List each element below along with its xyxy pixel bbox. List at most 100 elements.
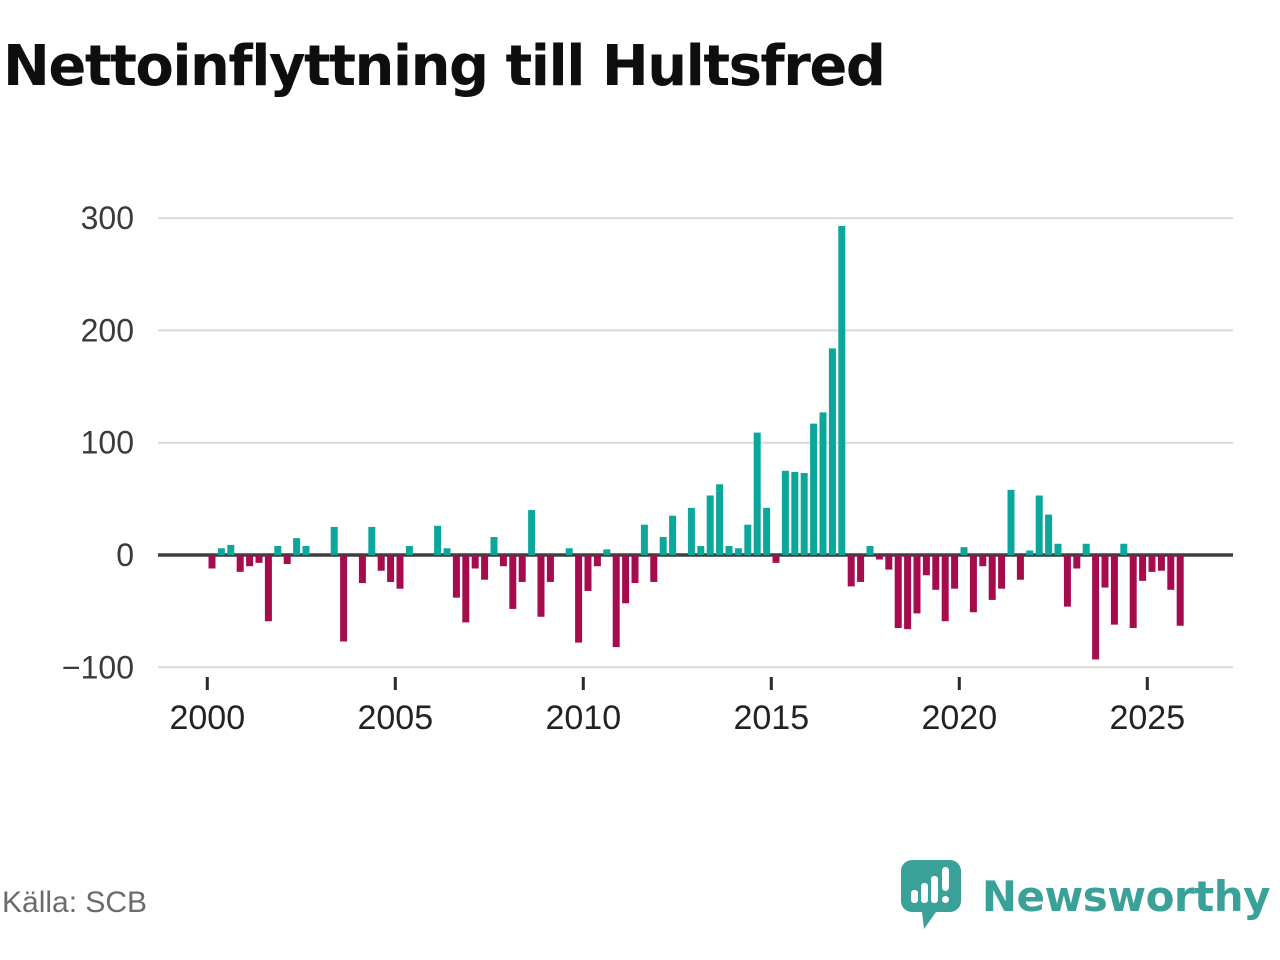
bar: [1110, 555, 1118, 625]
bar: [490, 537, 498, 555]
bar: [866, 546, 874, 555]
x-tick: [1145, 677, 1149, 690]
bar: [340, 555, 348, 642]
bar: [1157, 555, 1165, 571]
bar: [650, 555, 658, 582]
bar: [1045, 514, 1053, 555]
bar: [584, 555, 592, 591]
bar: [951, 555, 959, 589]
bar: [236, 555, 244, 572]
y-tick-label: 0: [116, 537, 134, 573]
bar: [1148, 555, 1156, 572]
bar: [603, 549, 611, 555]
bar: [274, 546, 282, 555]
bar: [227, 544, 235, 555]
bar: [828, 348, 836, 555]
bar: [443, 548, 451, 555]
x-tick-label: 2025: [1109, 699, 1185, 737]
bar: [631, 555, 639, 584]
bar: [1082, 543, 1090, 555]
bar: [904, 555, 912, 630]
bar: [960, 547, 968, 555]
bar: [452, 555, 460, 598]
bar: [208, 555, 216, 569]
x-tick-label: 2010: [545, 699, 621, 737]
brand-footer: Newsworthy: [898, 860, 1271, 932]
bar: [875, 555, 883, 560]
y-tick-label: −100: [62, 649, 134, 685]
bar: [706, 495, 714, 555]
bar: [847, 555, 855, 587]
bar: [1120, 543, 1128, 555]
bar: [744, 524, 752, 555]
bar: [800, 473, 808, 555]
bar: [838, 225, 846, 555]
bar: [810, 423, 818, 555]
bar: [1035, 495, 1043, 555]
x-tick: [205, 677, 209, 690]
bar: [1167, 555, 1175, 590]
y-tick-label: 300: [81, 200, 134, 236]
mini-bar-1: [910, 890, 918, 903]
bar: [659, 537, 667, 555]
bar: [283, 555, 291, 564]
bar: [1176, 555, 1184, 626]
bar-chart: 2000 2005 2010 2015 2020 2025 300 200 100 0 −100: [62, 200, 1233, 737]
bar: [697, 546, 705, 555]
bar: [528, 510, 536, 555]
exclamation-dot: [941, 896, 949, 903]
bar: [264, 555, 272, 622]
bar: [1063, 555, 1071, 607]
source-label: Källa: SCB: [2, 886, 148, 919]
bar: [640, 524, 648, 555]
x-tick: [957, 677, 961, 690]
bar: [368, 526, 376, 555]
bar: [725, 546, 733, 555]
bar: [565, 548, 573, 555]
bar: [462, 555, 470, 623]
bar: [1139, 555, 1147, 581]
bar: [405, 546, 413, 555]
bar: [330, 526, 338, 555]
x-tick: [581, 677, 585, 690]
brand-name: Newsworthy: [981, 871, 1271, 921]
bar: [969, 555, 977, 613]
bar: [922, 555, 930, 576]
bar: [1054, 543, 1062, 555]
y-tick-label: 200: [81, 312, 134, 348]
bar: [377, 555, 385, 571]
bar: [1129, 555, 1137, 628]
bar: [979, 555, 987, 567]
bar: [546, 555, 554, 582]
bar: [509, 555, 517, 609]
y-tick-label: 100: [81, 425, 134, 461]
bar: [246, 555, 254, 567]
bar: [1026, 550, 1034, 555]
bar: [302, 546, 310, 555]
bar: [575, 555, 583, 643]
x-tick-label: 2000: [169, 699, 245, 737]
x-tick: [769, 677, 773, 690]
bar: [941, 555, 949, 622]
bar: [772, 555, 780, 563]
bar: [885, 555, 893, 570]
speech-bubble-bar-chart-icon: [900, 860, 961, 929]
bar: [669, 515, 677, 555]
bar: [293, 538, 301, 555]
bar: [687, 507, 695, 555]
bar: [1073, 555, 1081, 569]
bar: [396, 555, 404, 589]
bar: [593, 555, 601, 567]
bar: [857, 555, 865, 582]
bar: [255, 555, 263, 563]
bar: [791, 471, 799, 555]
bar: [988, 555, 996, 600]
mini-bar-3: [930, 876, 938, 903]
x-tick-label: 2005: [357, 699, 433, 737]
bar: [518, 555, 526, 582]
bar: [387, 555, 395, 582]
bar: [622, 555, 630, 604]
bar: [217, 548, 225, 555]
x-tick-label: 2015: [733, 699, 809, 737]
bar: [932, 555, 940, 590]
